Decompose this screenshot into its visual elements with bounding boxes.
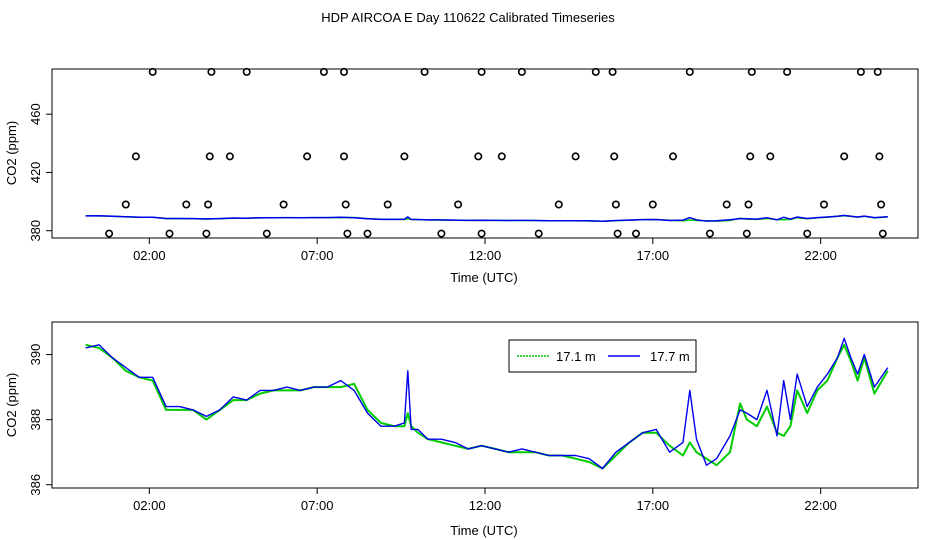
top-data-point [477,229,486,238]
top-data-point [319,67,328,76]
top-x-tick-label: 22:00 [804,248,837,263]
bottom-x-tick-label: 07:00 [301,498,334,513]
top-series-line-17-7-m [85,214,888,222]
top-data-point [262,229,271,238]
top-data-point [165,229,174,238]
top-x-tick-label: 17:00 [637,248,670,263]
bottom-y-axis-label: CO2 (ppm) [4,373,19,437]
top-data-point [608,67,617,76]
bottom-x-axis-label: Time (UTC) [450,523,517,538]
top-plot-frame [51,68,919,239]
top-x-axis-label: Time (UTC) [450,270,517,285]
top-data-point [339,67,348,76]
top-data-point [783,67,792,76]
top-x-ticks: 02:00 07:00 12:00 17:00 22:00 [133,238,837,263]
figure-title: HDP AIRCOA E Day 110622 Calibrated Times… [321,10,615,25]
top-data-point [591,67,600,76]
top-x-tick-label: 02:00 [133,248,166,263]
top-data-point [819,200,828,209]
legend-box [508,339,697,373]
top-data-point [571,152,580,161]
top-data-point [363,229,372,238]
top-data-point [202,229,211,238]
top-data-point [747,67,756,76]
top-data-point [613,229,622,238]
top-data-point [877,200,886,209]
top-data-point [303,152,312,161]
top-data-point [121,200,130,209]
top-data-point [477,67,486,76]
top-data-point [383,200,392,209]
top-data-point [343,229,352,238]
bottom-y-ticks: 386 388 390 [28,344,52,496]
top-y-axis-label: CO2 (ppm) [4,121,19,185]
top-data-point [610,152,619,161]
top-data-point [685,67,694,76]
top-panel: Time (UTC) CO2 (ppm) 02:00 07:00 12:00 17:0… [4,67,919,285]
top-data-point [840,152,849,161]
top-data-point [131,152,140,161]
top-data-point [803,229,812,238]
top-data-point [742,229,751,238]
top-data-point [148,67,157,76]
top-data-point [722,200,731,209]
top-data-point [225,152,234,161]
top-data-point [474,152,483,161]
top-data-point [746,152,755,161]
top-data-point [207,67,216,76]
series-line-17-1-m [85,343,889,470]
legend-label-17-7m: 17.7 m [650,349,690,364]
top-y-tick-label: 420 [28,162,43,184]
top-data-point [856,67,865,76]
top-data-point [242,67,251,76]
bottom-y-tick-label: 386 [28,474,43,496]
top-data-point [454,200,463,209]
bottom-x-tick-label: 02:00 [133,498,166,513]
top-data-point [878,229,887,238]
top-data-point [766,152,775,161]
top-data-point [705,229,714,238]
top-data-point [105,229,114,238]
bottom-y-tick-label: 388 [28,409,43,431]
top-circle-points [105,67,887,238]
top-data-point [611,200,620,209]
top-y-tick-label: 380 [28,220,43,242]
top-data-point [205,152,214,161]
top-data-point [279,200,288,209]
top-data-point [437,229,446,238]
bottom-panel: Time (UTC) CO2 (ppm) 02:00 07:00 12:00 17:0… [4,321,919,538]
bottom-x-tick-label: 22:00 [804,498,837,513]
top-x-tick-label: 07:00 [301,248,334,263]
series-line-17-7-m [85,337,889,470]
bottom-x-tick-label: 12:00 [469,498,502,513]
top-data-point [873,67,882,76]
top-data-point [554,200,563,209]
legend-label-17-1m: 17.1 m [556,349,596,364]
top-y-tick-label: 460 [28,103,43,125]
top-series-lines [85,214,888,222]
top-data-point [341,200,350,209]
legend: 17.1 m 17.7 m [508,339,697,373]
top-x-tick-label: 12:00 [469,248,502,263]
bottom-x-ticks: 02:00 07:00 12:00 17:00 22:00 [133,488,837,513]
top-data-point [744,200,753,209]
top-data-point [517,67,526,76]
top-data-point [648,200,657,209]
bottom-x-tick-label: 17:00 [637,498,670,513]
bottom-series-lines [85,337,889,470]
top-data-point [534,229,543,238]
top-data-point [204,200,213,209]
top-data-point [400,152,409,161]
top-data-point [497,152,506,161]
bottom-y-tick-label: 390 [28,344,43,366]
top-data-point [182,200,191,209]
top-data-point [875,152,884,161]
top-y-ticks: 380 420 460 [28,103,52,242]
top-data-point [420,67,429,76]
top-data-point [668,152,677,161]
top-data-point [339,152,348,161]
top-data-point [631,229,640,238]
